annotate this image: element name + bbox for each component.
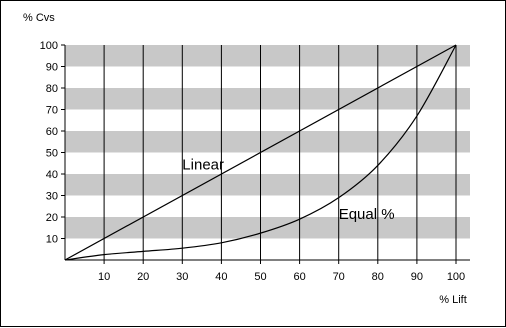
x-tick-label-60: 60 [293, 271, 305, 283]
y-axis-title: % Cvs [23, 12, 55, 24]
y-tick-label-50: 50 [46, 148, 58, 160]
x-tick-label-50: 50 [254, 271, 266, 283]
y-tick-label-60: 60 [46, 126, 58, 138]
y-tick-label-10: 10 [46, 234, 58, 246]
curve-label-equal: Equal % [339, 206, 395, 223]
y-tick-label-30: 30 [46, 191, 58, 203]
grid-band-2 [65, 131, 470, 153]
curve-label-linear: Linear [182, 157, 224, 174]
x-tick-label-40: 40 [215, 271, 227, 283]
x-tick-label-90: 90 [411, 271, 423, 283]
x-tick-label-70: 70 [333, 271, 345, 283]
x-tick-label-30: 30 [176, 271, 188, 283]
series-line-linear [64, 44, 457, 261]
y-tick-label-90: 90 [46, 62, 58, 74]
grid-band-4 [65, 45, 470, 67]
grid-band-3 [65, 88, 470, 110]
x-tick-label-100: 100 [447, 271, 465, 283]
y-tick-label-20: 20 [46, 212, 58, 224]
x-tick-label-10: 10 [98, 271, 110, 283]
series-line-equal [64, 44, 457, 261]
y-tick-label-80: 80 [46, 83, 58, 95]
y-tick-label-100: 100 [40, 40, 58, 52]
y-tick-label-40: 40 [46, 169, 58, 181]
grid-band-1 [65, 174, 470, 196]
x-axis-title: % Lift [439, 294, 467, 306]
x-tick-label-20: 20 [137, 271, 149, 283]
x-tick-label-80: 80 [372, 271, 384, 283]
grid-band-0 [65, 217, 470, 239]
y-tick-label-70: 70 [46, 105, 58, 117]
